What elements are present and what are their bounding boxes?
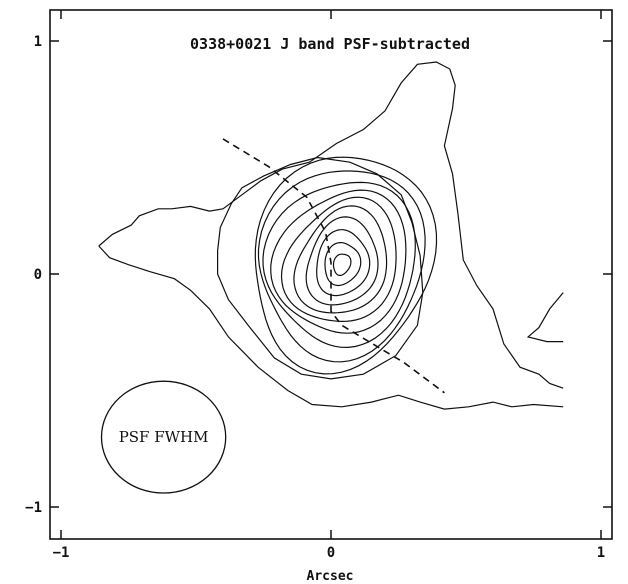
x-tick-label-2: 1: [597, 545, 605, 561]
psf-beam-ellipse: [100, 380, 227, 494]
contour-lines: [98, 61, 564, 410]
outer-contour-2: [526, 292, 564, 343]
inner-contour-0: [332, 253, 352, 276]
inner-contour-1: [324, 242, 362, 287]
second-contour: [217, 156, 424, 380]
inner-contour-7: [262, 181, 416, 349]
x-tick-label-1: 0: [327, 545, 335, 561]
outer-contour-0: [98, 61, 564, 389]
axis-ticks: −1 0 1 1 0 −1: [25, 10, 612, 561]
psf-beam-label: PSF FWHM: [119, 428, 209, 446]
y-tick-label-0: 1: [34, 34, 42, 50]
inner-contour-9: [254, 156, 438, 375]
y-tick-label-2: −1: [25, 500, 42, 516]
chart-title: 0338+0021 J band PSF-subtracted: [190, 35, 470, 53]
inner-contour-2: [316, 229, 371, 297]
x-axis-label: Arcsec: [307, 569, 354, 584]
inner-contour-4: [293, 205, 388, 314]
inner-contour-5: [280, 196, 397, 323]
outer-contour-1: [98, 245, 564, 410]
dashed-axis-line: [222, 138, 445, 394]
inner-contour-6: [270, 189, 407, 334]
y-tick-label-1: 0: [34, 267, 42, 283]
inner-contour-3: [305, 216, 379, 306]
inner-contour-8: [257, 170, 426, 363]
x-tick-label-0: −1: [53, 545, 70, 561]
